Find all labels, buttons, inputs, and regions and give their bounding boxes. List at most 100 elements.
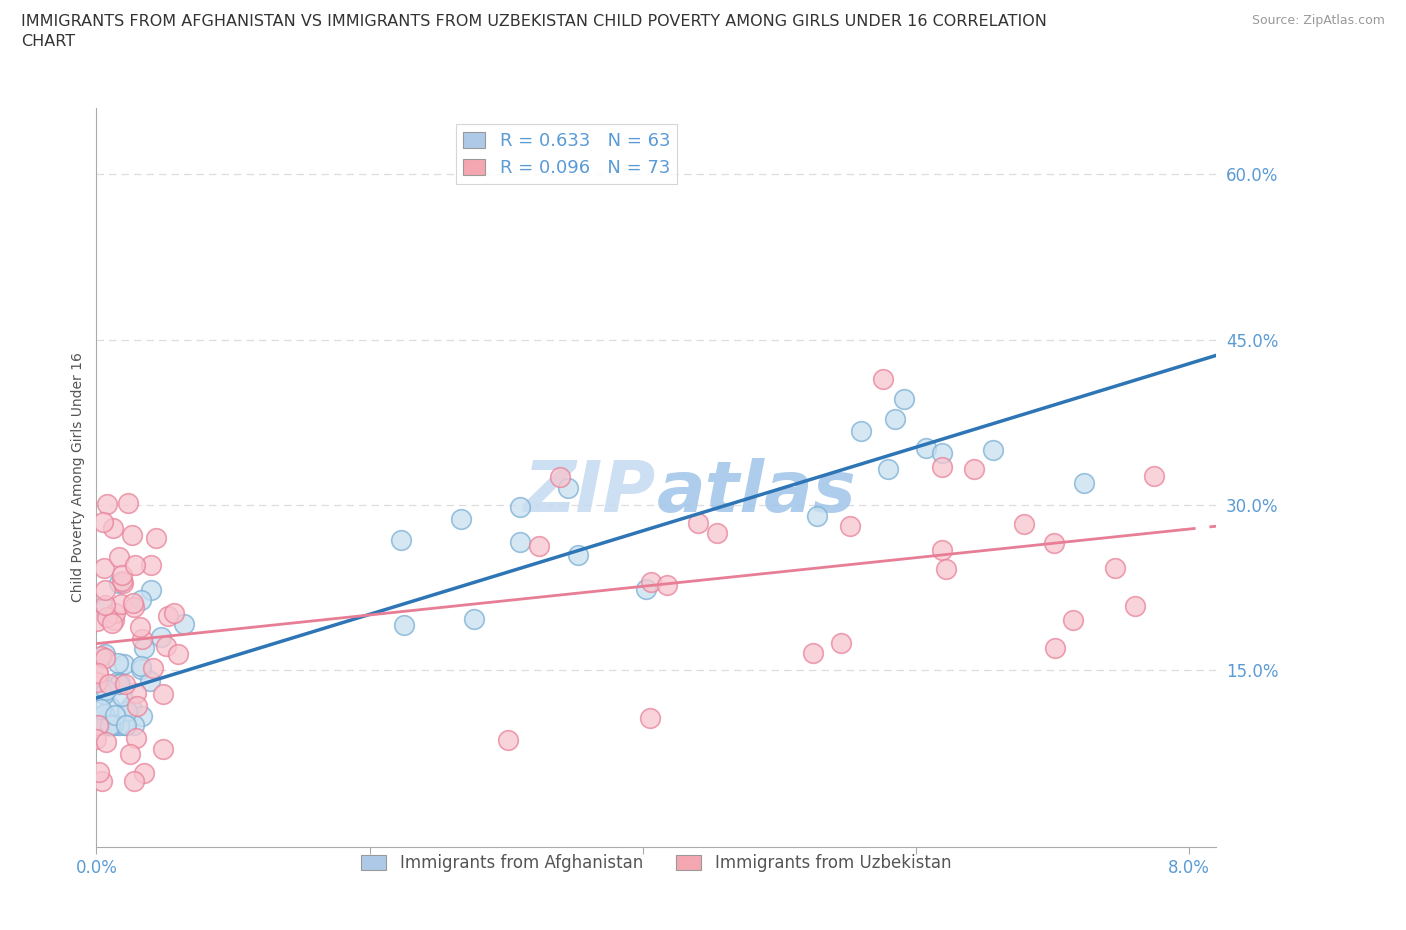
Point [90, 701, 112, 716]
Point [103, 718, 125, 733]
Point [108, 576, 131, 591]
Point [150, 630, 173, 644]
Point [93, 707, 115, 722]
Point [125, 685, 148, 700]
Point [103, 521, 125, 536]
Point [94, 735, 117, 750]
Point [121, 528, 143, 543]
Point [129, 662, 152, 677]
Point [93, 686, 115, 701]
Point [112, 657, 135, 671]
Point [124, 558, 146, 573]
Point [557, 481, 579, 496]
Point [96, 610, 118, 625]
Point [872, 371, 894, 386]
Point [392, 618, 415, 632]
Point [87, 765, 110, 780]
Point [893, 392, 915, 406]
Point [931, 542, 953, 557]
Point [87, 666, 110, 681]
Point [134, 765, 156, 780]
Point [1104, 560, 1126, 575]
Point [152, 687, 174, 702]
Point [125, 730, 148, 745]
Point [98, 718, 121, 733]
Point [104, 708, 127, 723]
Point [96, 497, 118, 512]
Point [86, 731, 108, 746]
Point [657, 578, 679, 592]
Point [98, 718, 121, 733]
Point [90, 649, 112, 664]
Point [450, 512, 472, 526]
Point [118, 747, 141, 762]
Point [124, 773, 146, 788]
Point [114, 718, 136, 733]
Point [806, 509, 828, 524]
Point [981, 443, 1004, 458]
Point [108, 718, 131, 733]
Legend: Immigrants from Afghanistan, Immigrants from Uzbekistan: Immigrants from Afghanistan, Immigrants … [354, 848, 957, 879]
Point [163, 605, 186, 620]
Point [105, 674, 128, 689]
Point [839, 518, 862, 533]
Point [527, 538, 550, 553]
Point [94, 683, 117, 698]
Text: atlas: atlas [657, 458, 856, 526]
Point [141, 557, 163, 572]
Point [94, 583, 117, 598]
Point [128, 619, 150, 634]
Point [104, 605, 127, 620]
Point [111, 688, 134, 703]
Point [125, 698, 148, 713]
Point [120, 698, 142, 713]
Point [463, 612, 485, 627]
Point [98, 699, 121, 714]
Point [129, 658, 152, 673]
Point [142, 660, 165, 675]
Point [111, 574, 134, 589]
Point [98, 718, 121, 733]
Point [849, 423, 872, 438]
Point [108, 676, 131, 691]
Point [90, 709, 112, 724]
Point [706, 525, 728, 540]
Point [935, 562, 957, 577]
Point [97, 718, 120, 733]
Text: CHART: CHART [21, 34, 75, 49]
Point [108, 550, 131, 565]
Point [509, 499, 531, 514]
Point [111, 567, 134, 582]
Point [166, 646, 188, 661]
Point [139, 674, 162, 689]
Point [101, 718, 124, 733]
Point [963, 462, 986, 477]
Point [86, 675, 108, 690]
Point [93, 597, 115, 612]
Point [801, 645, 824, 660]
Point [114, 676, 136, 691]
Point [98, 676, 121, 691]
Text: IMMIGRANTS FROM AFGHANISTAN VS IMMIGRANTS FROM UZBEKISTAN CHILD POVERTY AMONG GI: IMMIGRANTS FROM AFGHANISTAN VS IMMIGRANT… [21, 14, 1047, 29]
Point [117, 496, 139, 511]
Point [876, 462, 898, 477]
Point [131, 709, 153, 724]
Point [1012, 517, 1035, 532]
Point [509, 535, 531, 550]
Point [98, 718, 121, 733]
Point [1043, 536, 1066, 551]
Point [640, 574, 662, 589]
Point [931, 445, 953, 460]
Point [1062, 613, 1084, 628]
Y-axis label: Child Poverty Among Girls Under 16: Child Poverty Among Girls Under 16 [72, 352, 86, 603]
Point [152, 742, 174, 757]
Point [107, 718, 129, 733]
Point [94, 718, 117, 733]
Point [132, 641, 155, 656]
Point [103, 612, 125, 627]
Point [89, 718, 111, 733]
Point [96, 718, 118, 733]
Point [496, 733, 519, 748]
Point [567, 548, 589, 563]
Point [98, 718, 121, 733]
